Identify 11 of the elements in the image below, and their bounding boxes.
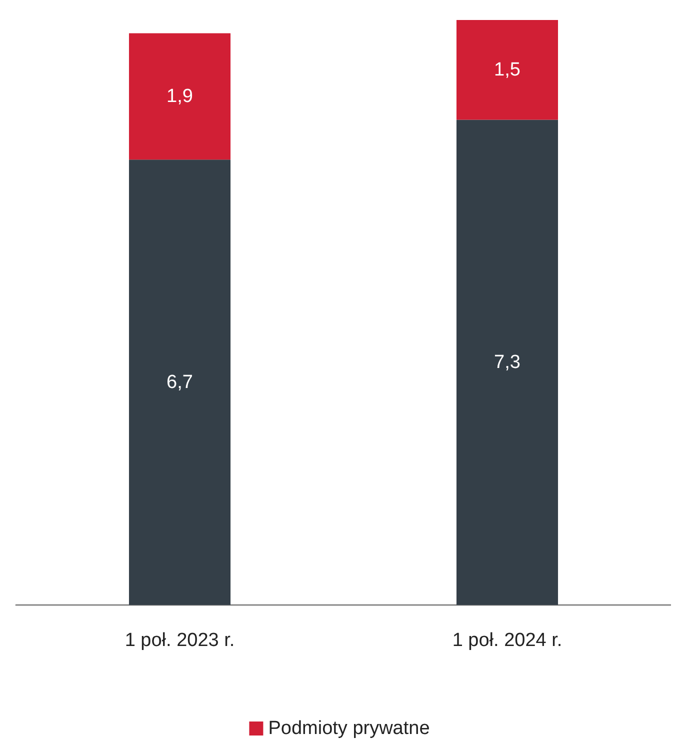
bar xyxy=(456,20,558,120)
data-label: 7,3 xyxy=(494,352,520,373)
bar xyxy=(128,33,231,160)
data-label: 6,7 xyxy=(166,372,193,393)
x-tick-label: 1 poł. 2024 r. xyxy=(452,630,562,651)
data-label: 1,5 xyxy=(494,59,520,80)
legend-label: Podmioty prywatne xyxy=(268,718,430,739)
data-label: 1,9 xyxy=(166,86,193,107)
bar xyxy=(456,120,558,605)
x-tick-label: 1 poł. 2023 r. xyxy=(124,630,235,651)
bar xyxy=(128,160,231,605)
